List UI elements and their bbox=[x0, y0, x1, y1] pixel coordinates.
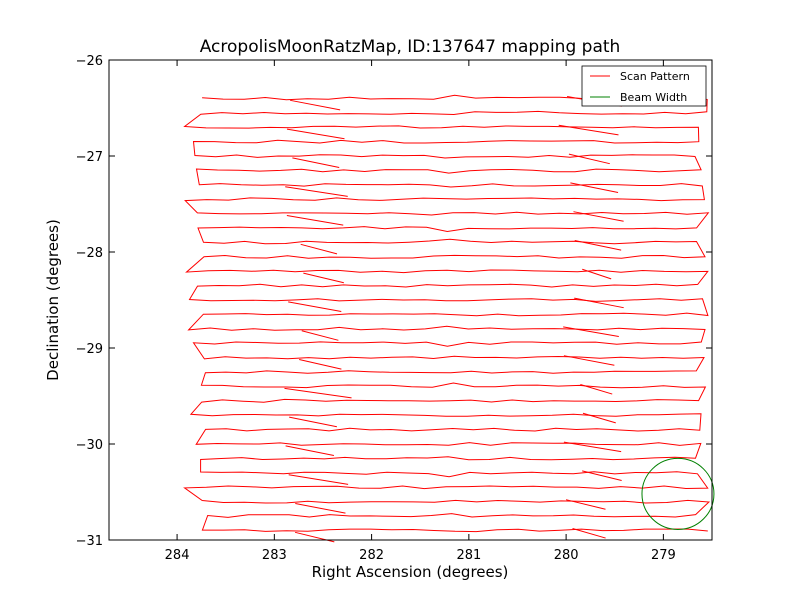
legend-label-scan: Scan Pattern bbox=[620, 70, 690, 83]
y-tick-label: −31 bbox=[76, 534, 103, 549]
scan-jitter bbox=[299, 359, 342, 370]
y-tick-label: −28 bbox=[76, 246, 103, 261]
scan-jitter bbox=[582, 412, 616, 424]
beam-width-circle bbox=[641, 457, 715, 530]
scan-jitter bbox=[284, 387, 352, 399]
scan-jitter bbox=[568, 153, 610, 165]
scan-jitter bbox=[290, 99, 341, 111]
scan-jitter bbox=[563, 355, 615, 366]
scan-jitter bbox=[563, 441, 622, 453]
y-tick-label: −27 bbox=[76, 150, 103, 165]
scan-jitter bbox=[288, 301, 342, 313]
x-tick-label: 282 bbox=[359, 548, 384, 563]
x-tick-label: 279 bbox=[651, 548, 676, 563]
scan-jitter bbox=[292, 157, 340, 169]
scan-jitter bbox=[572, 527, 606, 539]
legend: Scan Pattern Beam Width bbox=[581, 65, 707, 107]
scan-jitter bbox=[285, 445, 334, 457]
scan-jitter bbox=[580, 384, 613, 395]
y-tick-label: −30 bbox=[76, 438, 103, 453]
scan-jitter bbox=[573, 211, 624, 222]
y-tick-label: −29 bbox=[76, 342, 103, 357]
scan-jitter bbox=[570, 182, 619, 193]
legend-label-beam: Beam Width bbox=[620, 91, 687, 104]
x-tick-label: 283 bbox=[262, 548, 287, 563]
plot-content bbox=[183, 94, 715, 543]
scan-jitter bbox=[286, 215, 344, 226]
scan-jitter bbox=[565, 499, 606, 510]
scan-pattern-line bbox=[183, 94, 711, 533]
scan-jitter bbox=[286, 128, 345, 140]
scan-jitter bbox=[558, 124, 619, 136]
legend-box bbox=[581, 65, 707, 107]
chart-title: AcropolisMoonRatzMap, ID:137647 mapping … bbox=[200, 37, 621, 57]
scan-jitter bbox=[303, 272, 344, 284]
y-axis-title: Declination (degrees) bbox=[44, 219, 62, 381]
scan-jitter bbox=[288, 474, 349, 485]
scan-jitter bbox=[295, 503, 346, 514]
scan-jitter bbox=[582, 470, 622, 481]
scan-jitter bbox=[582, 268, 612, 280]
x-tick-label: 280 bbox=[554, 548, 579, 563]
scan-jitter bbox=[563, 326, 619, 337]
scan-jitter bbox=[300, 243, 338, 255]
x-axis-title: Right Ascension (degrees) bbox=[312, 563, 509, 581]
plot-frame bbox=[108, 59, 713, 541]
scan-jitter bbox=[289, 416, 337, 428]
scan-jitter bbox=[301, 330, 339, 341]
scan-jitter bbox=[574, 239, 622, 251]
x-tick-label: 284 bbox=[165, 548, 190, 563]
x-tick-label: 281 bbox=[456, 548, 481, 563]
y-axis: −26 −27 −28 −29 −30 −31 bbox=[76, 54, 712, 549]
y-tick-label: −26 bbox=[76, 54, 103, 69]
scan-jitter bbox=[574, 297, 624, 309]
x-axis: 284 283 282 281 280 279 bbox=[165, 60, 676, 563]
scan-jitter bbox=[285, 186, 348, 197]
